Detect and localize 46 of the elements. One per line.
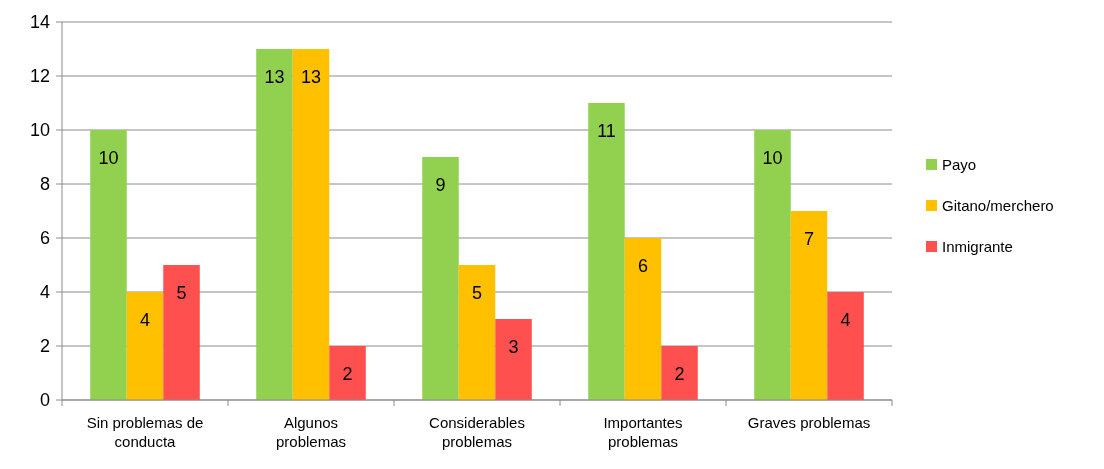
bar — [588, 103, 625, 400]
data-label: 5 — [471, 283, 483, 303]
y-tick-label: 12 — [29, 66, 50, 87]
bar — [256, 49, 293, 400]
x-tick-label: Importantes problemas — [603, 414, 683, 450]
y-tick-label: 0 — [39, 390, 50, 411]
legend-label: Inmigrante — [942, 237, 1013, 255]
y-tick-label: 4 — [39, 282, 50, 303]
y-tick-label: 14 — [29, 12, 50, 33]
data-label: 9 — [435, 175, 446, 195]
data-label: 10 — [762, 148, 783, 168]
y-tick-label: 10 — [29, 120, 50, 141]
data-label: 10 — [98, 148, 119, 168]
bar — [329, 346, 366, 400]
data-label: 2 — [674, 364, 685, 384]
x-tick-label: Sin problemas de conducta — [86, 414, 204, 450]
data-label: 7 — [803, 229, 815, 249]
x-tick-label: Graves problemas — [747, 414, 871, 431]
data-label: 13 — [264, 67, 285, 87]
bar — [754, 130, 791, 400]
bar — [790, 211, 828, 400]
data-label: 13 — [300, 67, 322, 87]
data-label: 5 — [176, 283, 187, 303]
bar — [90, 130, 127, 400]
x-tick-label: Considerables problemas — [429, 414, 525, 450]
y-tick-label: 2 — [39, 336, 50, 357]
bar — [458, 265, 496, 400]
x-tick-label: Algunos problemas — [275, 414, 347, 450]
data-label: 4 — [840, 310, 851, 330]
bar — [495, 319, 532, 400]
data-label: 3 — [508, 337, 519, 357]
bar — [827, 292, 864, 400]
y-tick-label: 8 — [39, 174, 50, 195]
data-label: 6 — [637, 256, 649, 276]
data-label: 4 — [139, 310, 151, 330]
legend-label: Gitano/merchero — [942, 196, 1054, 214]
bar — [661, 346, 698, 400]
bar — [163, 265, 200, 400]
bar — [292, 49, 330, 400]
bar — [126, 292, 164, 400]
y-tick-label: 6 — [39, 228, 50, 249]
bar — [624, 238, 662, 400]
bar — [422, 157, 459, 400]
data-label: 11 — [597, 121, 616, 141]
data-label: 2 — [342, 364, 353, 384]
legend-label: Payo — [942, 155, 977, 173]
